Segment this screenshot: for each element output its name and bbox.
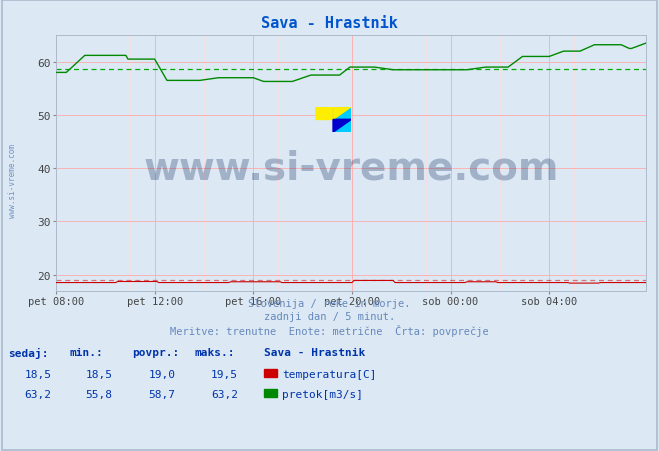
Text: Slovenija / reke in morje.: Slovenija / reke in morje. [248, 299, 411, 308]
Text: 18,5: 18,5 [24, 369, 51, 379]
Text: www.si-vreme.com: www.si-vreme.com [8, 143, 17, 217]
Text: maks.:: maks.: [194, 347, 235, 357]
Text: 63,2: 63,2 [211, 389, 238, 399]
Polygon shape [333, 107, 351, 120]
Text: 18,5: 18,5 [86, 369, 113, 379]
Bar [333, 120, 351, 133]
Text: www.si-vreme.com: www.si-vreme.com [143, 150, 559, 188]
Polygon shape [333, 120, 351, 133]
Polygon shape [333, 120, 351, 133]
Text: zadnji dan / 5 minut.: zadnji dan / 5 minut. [264, 311, 395, 321]
Polygon shape [333, 107, 351, 120]
Text: Sava - Hrastnik: Sava - Hrastnik [261, 16, 398, 31]
Text: Meritve: trenutne  Enote: metrične  Črta: povprečje: Meritve: trenutne Enote: metrične Črta: … [170, 324, 489, 336]
Text: temperatura[C]: temperatura[C] [282, 369, 376, 379]
Text: Sava - Hrastnik: Sava - Hrastnik [264, 347, 365, 357]
Text: 19,5: 19,5 [211, 369, 238, 379]
Text: 58,7: 58,7 [148, 389, 175, 399]
Bar [315, 107, 333, 120]
Text: povpr.:: povpr.: [132, 347, 179, 357]
Text: 55,8: 55,8 [86, 389, 113, 399]
Text: pretok[m3/s]: pretok[m3/s] [282, 389, 363, 399]
Text: 19,0: 19,0 [148, 369, 175, 379]
Text: 63,2: 63,2 [24, 389, 51, 399]
Text: sedaj:: sedaj: [8, 347, 48, 358]
Text: min.:: min.: [69, 347, 103, 357]
